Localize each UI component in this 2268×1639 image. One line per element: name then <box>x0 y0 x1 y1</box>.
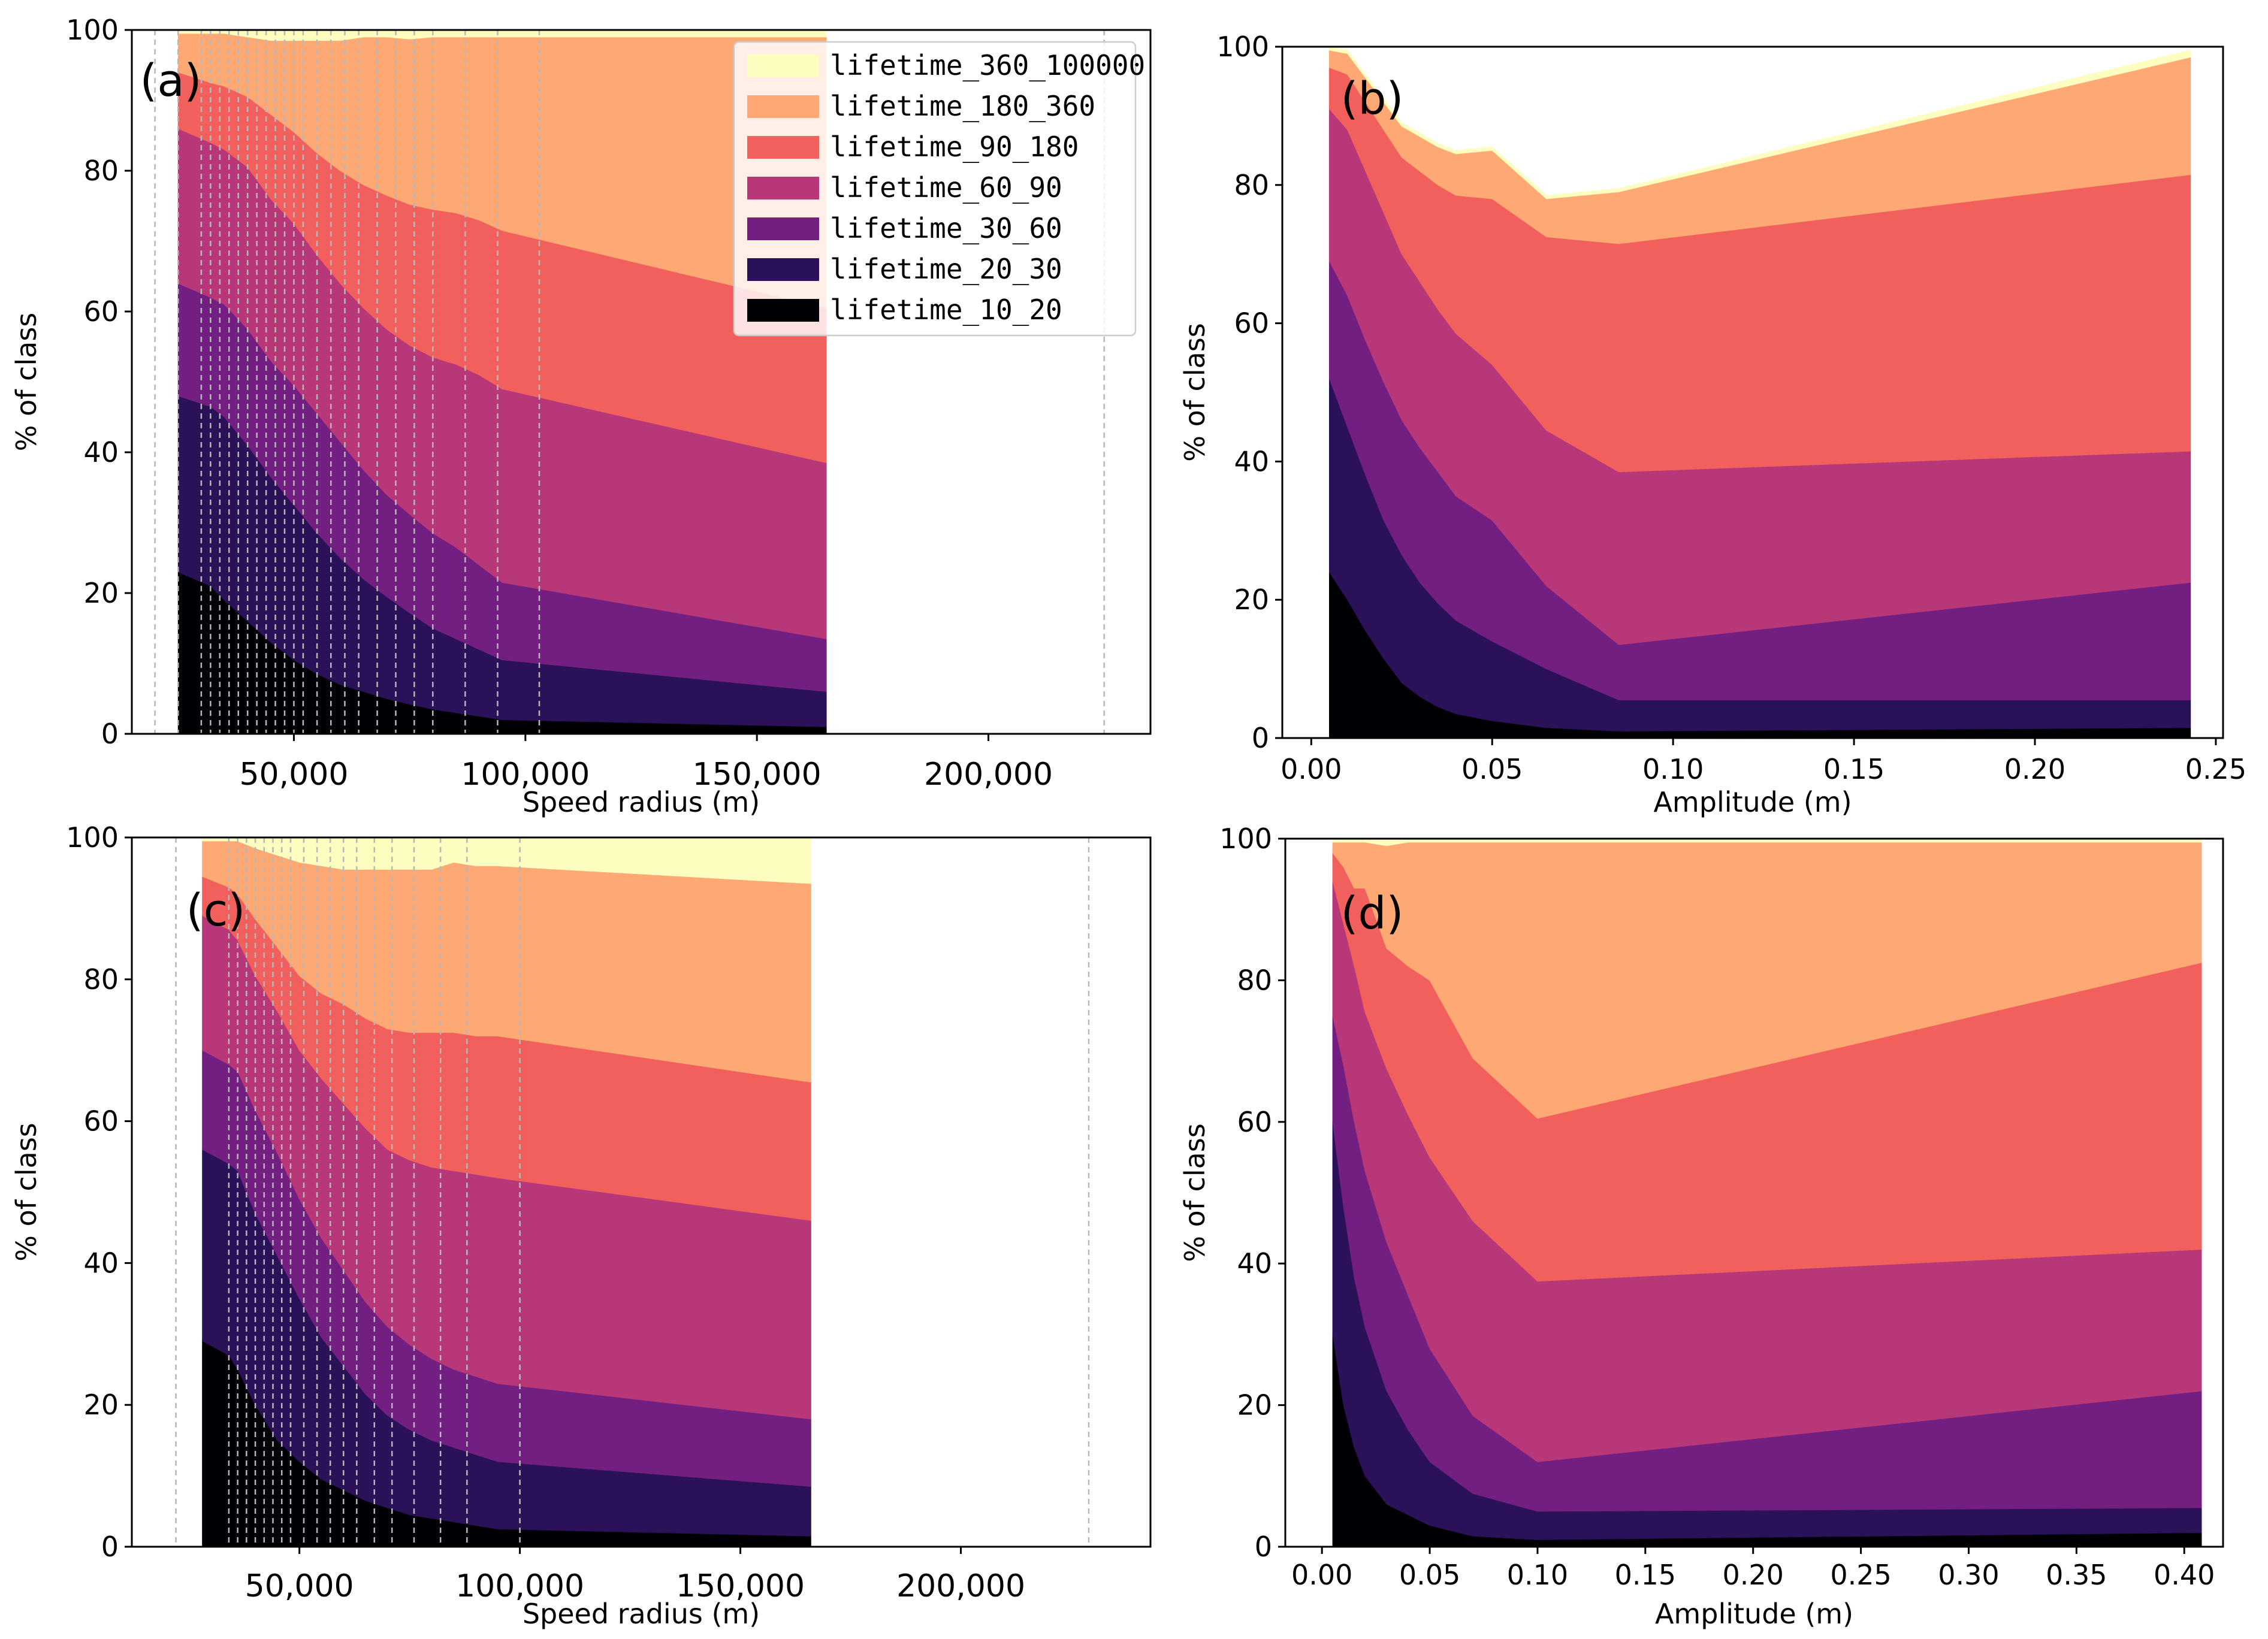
x-tick-label: 0.15 <box>1615 1559 1676 1591</box>
panel-d: 0 20 40 60 80 100 0.00 0.05 0.10 0.15 0.20 0.25 0.30… <box>1179 822 2224 1630</box>
y-tick-label: 100 <box>1219 822 1272 855</box>
x-tick-label: 0.05 <box>1461 753 1523 785</box>
y-tick-label: 60 <box>1237 1106 1272 1138</box>
x-axis-label: Amplitude (m) <box>1653 786 1852 818</box>
y-tick-label: 20 <box>83 1389 119 1421</box>
legend-entry-label: lifetime_360_100000 <box>830 49 1145 81</box>
x-axis-label: Speed radius (m) <box>523 786 760 818</box>
y-tick-label: 20 <box>83 577 119 609</box>
x-axis-label: Amplitude (m) <box>1655 1598 1853 1630</box>
y-tick-label: 80 <box>83 963 119 996</box>
y-axis-label: % of class <box>10 313 43 451</box>
legend-entry-label: lifetime_90_180 <box>830 131 1079 163</box>
x-tick-label: 0.20 <box>1722 1559 1783 1591</box>
y-tick-label: 100 <box>66 14 119 46</box>
y-tick-label: 0 <box>1255 1531 1272 1563</box>
panel-a: 0 20 40 60 80 100 50,000 100,000 150,000 200,000 S… <box>10 14 1152 818</box>
panel-label: (c) <box>186 885 245 936</box>
y-tick-label: 80 <box>83 155 119 187</box>
area-lifetime-360-100000 <box>1329 46 2191 199</box>
panel-label: (a) <box>140 55 201 107</box>
x-tick-label: 50,000 <box>245 1568 354 1604</box>
x-tick-label: 0.00 <box>1281 753 1342 785</box>
x-tick-label: 0.15 <box>1823 753 1885 785</box>
axes-frame <box>131 29 1152 735</box>
x-tick-label: 0.25 <box>1830 1559 1891 1591</box>
y-tick-label: 20 <box>1234 583 1269 616</box>
y-tick-label: 60 <box>83 1105 119 1138</box>
x-tick-label: 0.40 <box>2154 1559 2215 1591</box>
y-tick-label: 80 <box>1237 964 1272 996</box>
y-tick-label: 100 <box>1216 31 1269 63</box>
y-tick-label: 0 <box>101 718 119 750</box>
legend-swatch <box>747 177 819 199</box>
axes-frame <box>1281 46 2224 739</box>
x-tick-label: 0.25 <box>2185 753 2246 785</box>
x-tick-label: 0.20 <box>2004 753 2065 785</box>
legend-swatch <box>747 55 819 77</box>
x-tick-label: 0.30 <box>1938 1559 1999 1591</box>
y-axis-label: % of class <box>1179 323 1211 461</box>
x-tick-label: 0.10 <box>1507 1559 1568 1591</box>
legend: lifetime_360_100000 lifetime_180_360lifet… <box>733 41 1145 337</box>
legend-box <box>733 41 1137 337</box>
y-tick-label: 40 <box>1234 445 1269 477</box>
legend-swatch <box>747 95 819 118</box>
x-tick-label: 200,000 <box>924 757 1053 793</box>
panel-c: 0 20 40 60 80 100 50,000 100,000 150,000 200,000 S… <box>10 821 1152 1630</box>
x-tick-label: 0.05 <box>1399 1559 1460 1591</box>
legend-entry-label: lifetime_20_30 <box>830 253 1062 285</box>
x-tick-label: 200,000 <box>896 1568 1025 1604</box>
x-tick-label: 0.00 <box>1291 1559 1352 1591</box>
x-tick-label: 150,000 <box>693 757 822 793</box>
y-tick-label: 0 <box>101 1531 119 1563</box>
y-tick-label: 40 <box>83 436 119 468</box>
y-tick-label: 60 <box>1234 307 1269 340</box>
x-tick-label: 100,000 <box>455 1568 584 1604</box>
y-tick-label: 100 <box>66 821 119 854</box>
legend-entry-label: lifetime_180_360 <box>830 90 1095 122</box>
legend-swatch <box>747 299 819 322</box>
legend-swatch <box>747 258 819 281</box>
y-axis-label: % of class <box>1179 1123 1211 1262</box>
legend-entry-label: lifetime_30_60 <box>830 212 1062 244</box>
x-tick-label: 0.10 <box>1642 753 1704 785</box>
x-tick-label: 150,000 <box>676 1568 805 1604</box>
axes-frame <box>1284 837 2224 1548</box>
legend-entry-label: lifetime_10_20 <box>830 294 1062 326</box>
y-tick-label: 40 <box>83 1247 119 1279</box>
legend-entry-label: lifetime_60_90 <box>830 171 1062 204</box>
panel-b: 0 20 40 60 80 100 0.00 0.05 0.10 0.15 0.20 0.25 Ampl… <box>1179 31 2246 818</box>
panel-label: (d) <box>1341 888 1404 939</box>
x-axis-label: Speed radius (m) <box>523 1598 760 1630</box>
axes-frame <box>131 836 1152 1548</box>
x-tick-label: 100,000 <box>461 757 590 793</box>
legend-swatch <box>747 136 819 159</box>
y-axis-label: % of class <box>10 1123 43 1261</box>
x-tick-label: 0.35 <box>2046 1559 2107 1591</box>
panel-label: (b) <box>1341 73 1404 125</box>
y-tick-label: 60 <box>83 295 119 328</box>
y-tick-label: 40 <box>1237 1247 1272 1280</box>
y-tick-label: 80 <box>1234 169 1269 201</box>
legend-swatch <box>747 217 819 240</box>
y-tick-label: 0 <box>1252 722 1269 754</box>
y-tick-label: 20 <box>1237 1389 1272 1422</box>
x-tick-label: 50,000 <box>239 757 348 793</box>
